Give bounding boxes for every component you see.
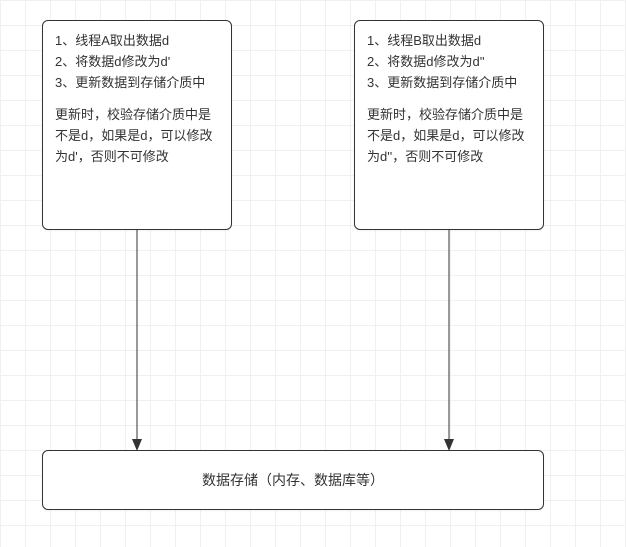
data-store-box: 数据存储（内存、数据库等） bbox=[42, 450, 544, 510]
data-store-label: 数据存储（内存、数据库等） bbox=[202, 469, 384, 491]
thread-b-para2: 更新时，校验存储介质中是不是d，如果是d，可以修改为d''，否则不可修改 bbox=[367, 105, 531, 167]
thread-a-line1: 1、线程A取出数据d bbox=[55, 31, 219, 52]
thread-b-line3: 3、更新数据到存储介质中 bbox=[367, 73, 531, 94]
thread-a-box: 1、线程A取出数据d 2、将数据d修改为d' 3、更新数据到存储介质中 更新时，… bbox=[42, 20, 232, 230]
thread-b-line2: 2、将数据d修改为d'' bbox=[367, 52, 531, 73]
thread-a-line2: 2、将数据d修改为d' bbox=[55, 52, 219, 73]
thread-b-box: 1、线程B取出数据d 2、将数据d修改为d'' 3、更新数据到存储介质中 更新时… bbox=[354, 20, 544, 230]
thread-a-line3: 3、更新数据到存储介质中 bbox=[55, 73, 219, 94]
thread-b-line1: 1、线程B取出数据d bbox=[367, 31, 531, 52]
thread-a-para2: 更新时，校验存储介质中是不是d，如果是d，可以修改为d'，否则不可修改 bbox=[55, 105, 219, 167]
